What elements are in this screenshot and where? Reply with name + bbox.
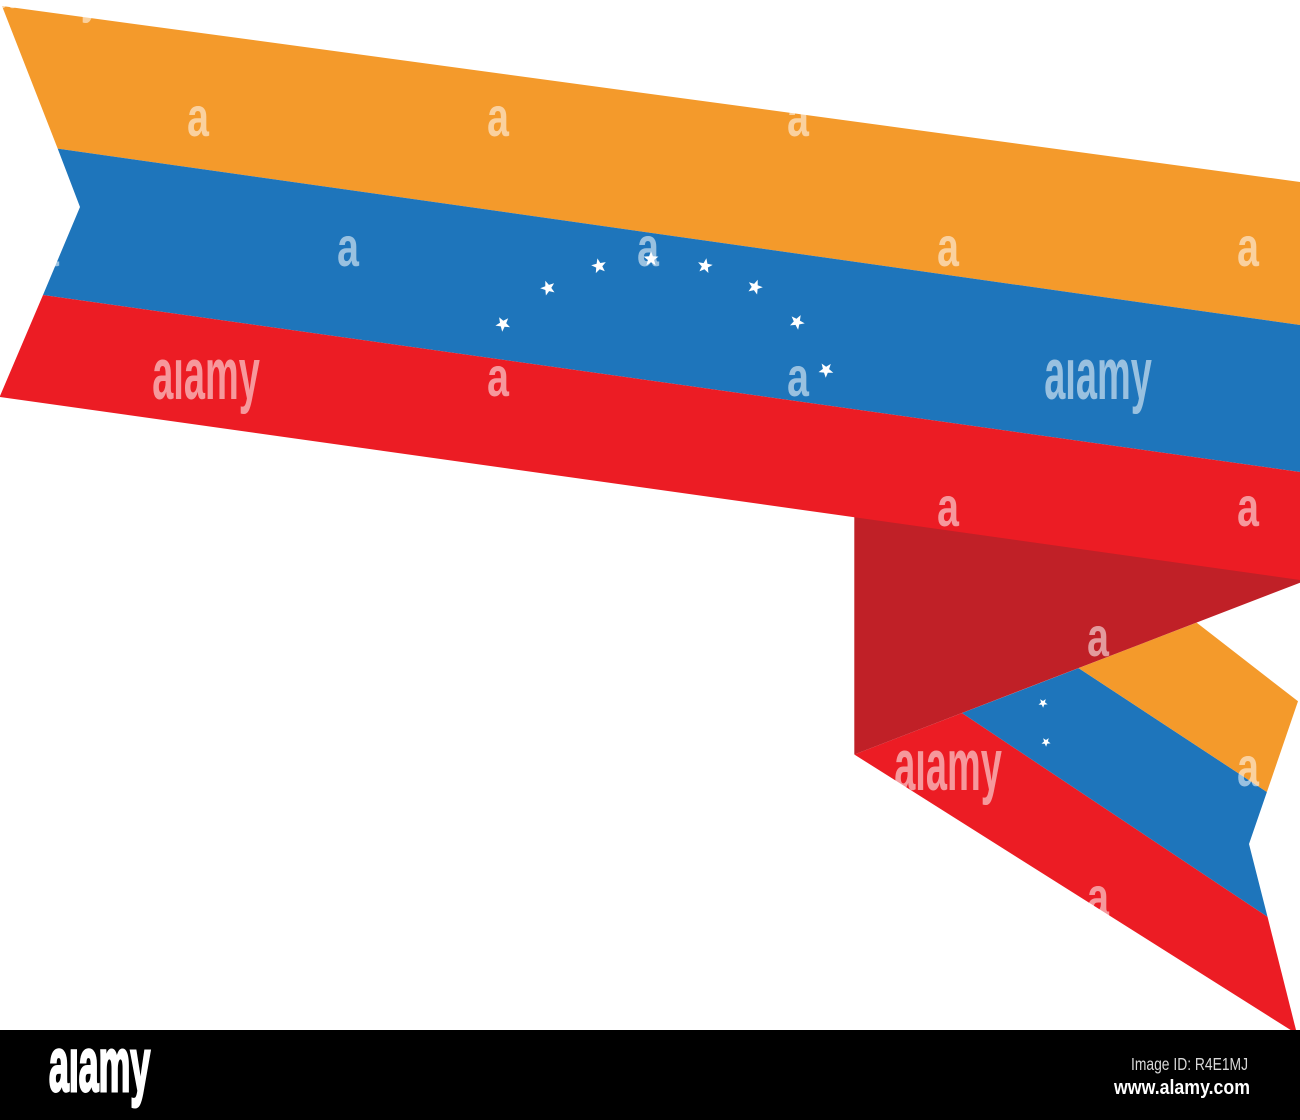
svg-text:a: a xyxy=(937,476,960,539)
svg-text:a: a xyxy=(1237,216,1260,279)
svg-text:aıamy: aıamy xyxy=(894,725,1002,807)
svg-text:a: a xyxy=(187,866,210,929)
svg-text:a: a xyxy=(787,86,810,149)
svg-text:a: a xyxy=(637,476,660,539)
svg-text:a: a xyxy=(787,606,810,669)
svg-text:a: a xyxy=(37,736,60,799)
svg-text:a: a xyxy=(637,216,660,279)
svg-text:a: a xyxy=(37,216,60,279)
svg-text:Image ID: R4E1MJ: Image ID: R4E1MJ xyxy=(1131,1054,1248,1074)
svg-text:aıamy: aıamy xyxy=(1044,334,1152,416)
svg-text:a: a xyxy=(187,606,210,669)
svg-text:a: a xyxy=(1237,476,1260,539)
svg-text:aıamy: aıamy xyxy=(152,334,260,416)
svg-text:a: a xyxy=(187,86,210,149)
svg-text:a: a xyxy=(1237,736,1260,799)
svg-text:www.alamy.com: www.alamy.com xyxy=(1113,1077,1250,1099)
svg-text:a: a xyxy=(937,216,960,279)
svg-text:a: a xyxy=(487,866,510,929)
svg-text:a: a xyxy=(487,86,510,149)
svg-text:aıamy: aıamy xyxy=(0,0,102,24)
svg-text:a: a xyxy=(1087,606,1110,669)
svg-text:a: a xyxy=(37,476,60,539)
svg-text:a: a xyxy=(787,866,810,929)
svg-text:a: a xyxy=(337,476,360,539)
svg-text:a: a xyxy=(637,736,660,799)
svg-text:a: a xyxy=(1087,866,1110,929)
svg-text:a: a xyxy=(787,346,810,409)
svg-text:a: a xyxy=(487,606,510,669)
svg-text:aıamy: aıamy xyxy=(49,1022,150,1108)
svg-text:a: a xyxy=(337,216,360,279)
svg-text:a: a xyxy=(487,346,510,409)
svg-text:a: a xyxy=(337,736,360,799)
svg-text:a: a xyxy=(1087,86,1110,149)
